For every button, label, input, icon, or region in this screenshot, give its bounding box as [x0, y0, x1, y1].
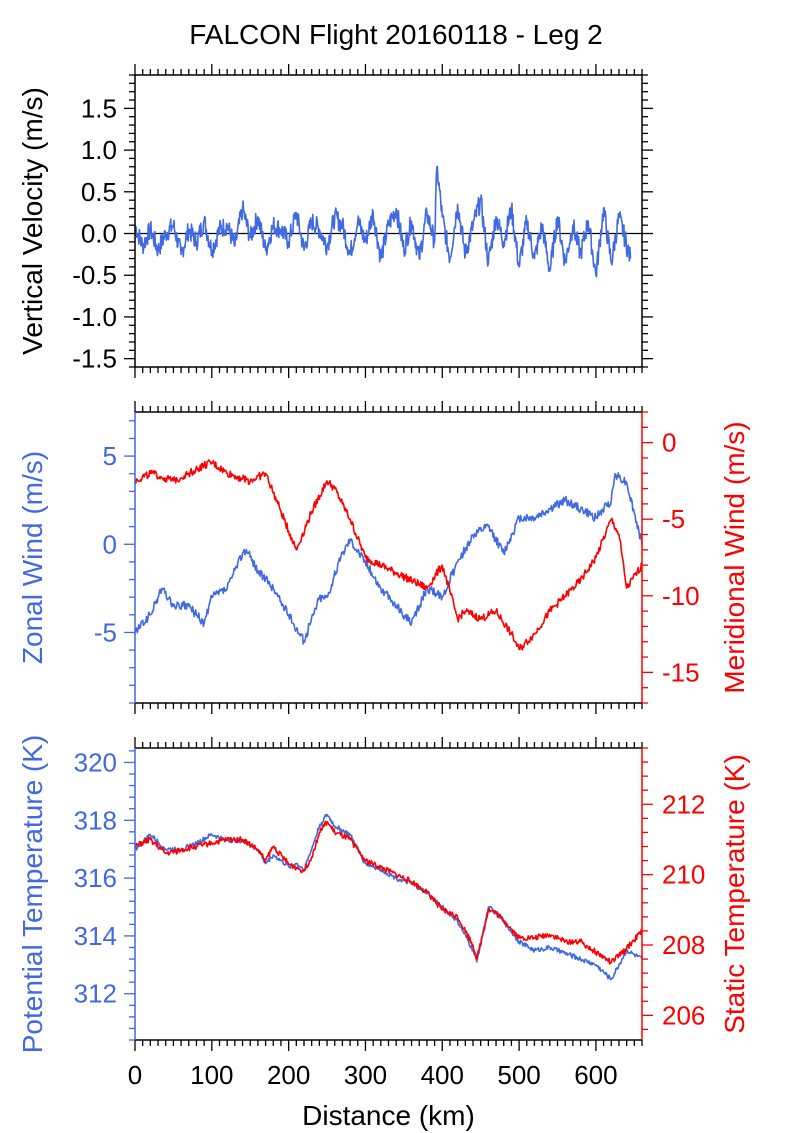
y-axis-label-left: Potential Temperature (K)	[17, 735, 48, 1054]
y-tick-label-left: 316	[74, 863, 117, 893]
y-tick-label-left: 0	[103, 529, 117, 559]
y-tick-label-left: 1.0	[81, 135, 117, 165]
y-tick-label-left: -5	[94, 617, 117, 647]
x-axis-label: Distance (km)	[302, 1100, 475, 1131]
y-tick-label-left: 0.5	[81, 177, 117, 207]
panel-vertical-velocity: -1.5 -1.0 -0.5 0.0 0.5 1.0 1.5 Vertical Velocit…	[17, 64, 653, 378]
series-line-middle-left	[134, 472, 643, 645]
y-tick-label-left: -0.5	[72, 260, 117, 290]
y-tick-label-left: 318	[74, 805, 117, 835]
series-line-middle-right	[134, 459, 643, 651]
y-tick-label-right: -10	[662, 581, 700, 611]
y-tick-label-left: 312	[74, 979, 117, 1009]
series-line-bottom-left	[134, 813, 643, 981]
y-tick-label-left: 320	[74, 747, 117, 777]
x-tick-label: 200	[267, 1060, 310, 1090]
x-tick-label: 400	[421, 1060, 464, 1090]
y-axis-label-left: Vertical Velocity (m/s)	[17, 87, 48, 355]
y-tick-label-right: 0	[662, 428, 676, 458]
y-tick-label-left: 5	[103, 441, 117, 471]
y-tick-label-right: -15	[662, 657, 700, 687]
y-axis-label-right: Static Temperature (K)	[719, 754, 750, 1034]
x-tick-label: 300	[344, 1060, 387, 1090]
y-axis-label-right: Meridional Wind (m/s)	[719, 421, 750, 693]
series-line-bottom-right	[134, 820, 643, 965]
y-tick-label-right: 206	[662, 1000, 705, 1030]
x-tick-label: 500	[497, 1060, 540, 1090]
y-tick-label-left: 314	[74, 921, 117, 951]
x-tick-label: 100	[190, 1060, 233, 1090]
y-tick-label-right: -5	[662, 504, 685, 534]
y-tick-label-right: 210	[662, 860, 705, 890]
x-tick-label: 600	[574, 1060, 617, 1090]
y-tick-label-left: -1.0	[72, 302, 117, 332]
series-line-top-left	[134, 165, 632, 278]
chart-title: FALCON Flight 20160118 - Leg 2	[189, 19, 603, 50]
y-tick-label-left: 1.5	[81, 93, 117, 123]
x-tick-label: 0	[128, 1060, 142, 1090]
y-tick-label-right: 212	[662, 789, 705, 819]
panel-wind: -5 0 5 -15 -10 -5 0 Zonal Wind (m/s) Meridional …	[17, 401, 750, 714]
y-tick-label-right: 208	[662, 930, 705, 960]
y-tick-label-left: -1.5	[72, 344, 117, 374]
y-tick-label-left: 0.0	[81, 219, 117, 249]
y-axis-label-left: Zonal Wind (m/s)	[17, 451, 48, 664]
panel-temperature: 312 314 316 318 320 206 208 210 212 Potential Tem…	[17, 735, 750, 1131]
